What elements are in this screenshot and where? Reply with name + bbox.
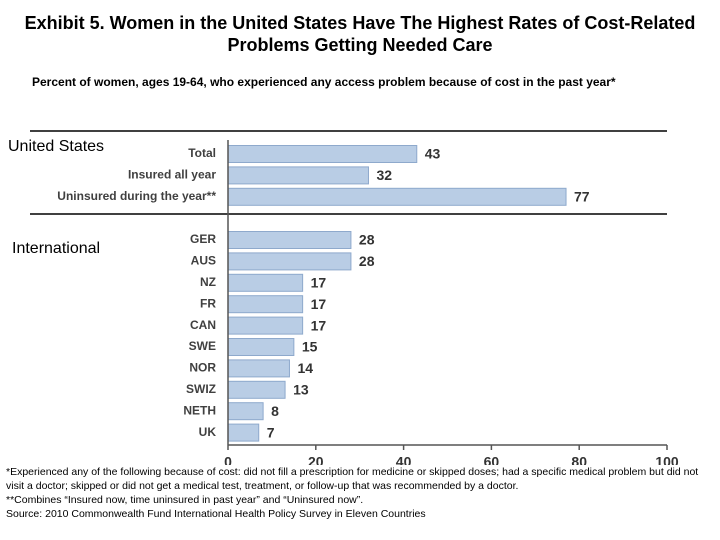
value-label: 15 (302, 339, 318, 355)
y-tick-label: GER (190, 232, 216, 246)
value-label: 13 (293, 382, 309, 398)
x-tick-label: 0 (224, 454, 232, 465)
bar (227, 359, 290, 378)
value-label: 17 (311, 296, 327, 312)
y-tick-label: FR (200, 296, 216, 310)
bar (227, 295, 304, 314)
y-tick-label: NETH (183, 403, 216, 417)
bar (227, 338, 295, 356)
value-label: 77 (574, 189, 590, 205)
x-tick-label: 40 (396, 454, 412, 465)
y-tick-label: CAN (190, 318, 216, 332)
bar (227, 166, 369, 185)
group-label: United States (8, 138, 104, 155)
y-tick-label: Insured all year (128, 168, 216, 182)
bar (227, 380, 286, 399)
bar (227, 423, 260, 442)
y-tick-label: UK (199, 425, 217, 439)
value-label: 43 (425, 146, 441, 162)
x-tick-label: 20 (308, 454, 324, 465)
y-tick-label: NOR (189, 361, 216, 375)
footnote: Source: 2010 Commonwealth Fund Internati… (6, 508, 426, 520)
bar (227, 231, 352, 249)
y-tick-label: SWE (189, 339, 216, 353)
bar (227, 273, 304, 292)
value-label: 7 (267, 424, 275, 440)
chart-subtitle: Percent of women, ages 19-64, who experi… (32, 75, 616, 89)
value-label: 14 (297, 360, 313, 376)
footnote: *Experienced any of the following becaus… (6, 466, 699, 492)
y-tick-label: AUS (191, 254, 216, 268)
bar (227, 316, 304, 335)
x-tick-label: 60 (484, 454, 500, 465)
x-tick-label: 100 (655, 454, 679, 465)
value-label: 32 (376, 167, 392, 183)
chart-title: Exhibit 5. Women in the United States Ha… (24, 13, 696, 55)
value-label: 8 (271, 403, 279, 419)
value-label: 17 (311, 317, 327, 333)
chart: United States Total 43 Insured all year 32 Un… (8, 130, 679, 465)
bar (227, 187, 567, 206)
y-tick-label: Total (188, 146, 216, 160)
x-tick-label: 80 (571, 454, 587, 465)
bar (227, 252, 352, 271)
group-label: International (12, 240, 100, 257)
footnotes: *Experienced any of the following becaus… (6, 465, 714, 521)
value-label: 28 (359, 253, 375, 269)
bar (227, 145, 418, 163)
footnote: **Combines “Insured now, time uninsured … (6, 494, 364, 506)
y-tick-label: Uninsured during the year** (57, 189, 216, 203)
value-label: 17 (311, 275, 327, 291)
value-label: 28 (359, 232, 375, 248)
y-tick-label: NZ (200, 275, 216, 289)
y-tick-label: SWIZ (186, 382, 216, 396)
bar (227, 402, 264, 421)
